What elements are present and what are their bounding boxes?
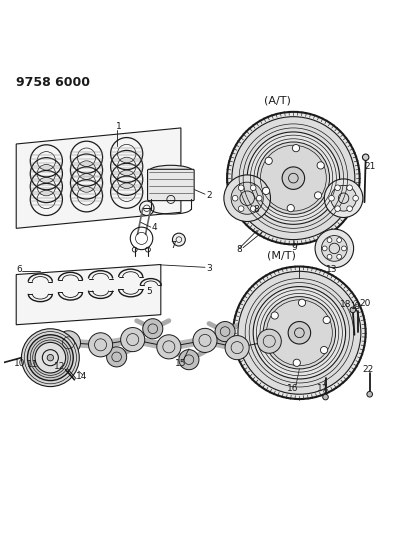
- Circle shape: [256, 196, 261, 201]
- Text: 22: 22: [361, 365, 372, 374]
- Circle shape: [225, 336, 249, 360]
- Circle shape: [366, 391, 372, 397]
- Circle shape: [262, 187, 269, 195]
- Text: 18: 18: [339, 300, 351, 309]
- Text: 16: 16: [286, 384, 298, 393]
- Text: 11: 11: [27, 360, 39, 369]
- Text: 4: 4: [151, 223, 157, 232]
- Polygon shape: [16, 128, 180, 228]
- Circle shape: [292, 359, 300, 366]
- Circle shape: [321, 246, 326, 251]
- Text: 12: 12: [54, 362, 65, 372]
- Text: 21: 21: [363, 161, 375, 171]
- Circle shape: [349, 307, 355, 313]
- Circle shape: [321, 236, 346, 261]
- Circle shape: [35, 342, 65, 373]
- Circle shape: [231, 117, 354, 240]
- Text: 15: 15: [175, 359, 186, 368]
- Text: 13: 13: [325, 265, 337, 274]
- Text: 19: 19: [350, 302, 359, 311]
- Circle shape: [238, 206, 243, 212]
- Circle shape: [346, 185, 352, 191]
- Circle shape: [281, 167, 304, 189]
- Circle shape: [47, 354, 54, 361]
- Circle shape: [250, 185, 255, 191]
- Circle shape: [238, 185, 243, 191]
- Ellipse shape: [148, 165, 193, 177]
- Circle shape: [298, 299, 305, 306]
- Text: 10: 10: [13, 359, 25, 368]
- Circle shape: [286, 205, 294, 212]
- Text: 8: 8: [253, 205, 258, 214]
- Circle shape: [232, 196, 237, 201]
- Circle shape: [256, 142, 329, 214]
- Circle shape: [328, 196, 333, 201]
- Circle shape: [227, 112, 359, 245]
- Circle shape: [142, 319, 162, 339]
- Text: (A/T): (A/T): [263, 95, 290, 106]
- Circle shape: [172, 233, 185, 246]
- Circle shape: [346, 206, 352, 212]
- Circle shape: [223, 175, 270, 222]
- Circle shape: [178, 350, 198, 370]
- Circle shape: [326, 238, 331, 243]
- Text: 7: 7: [170, 241, 175, 250]
- Circle shape: [316, 162, 324, 169]
- Circle shape: [253, 287, 345, 379]
- Circle shape: [256, 329, 281, 353]
- Circle shape: [352, 196, 357, 201]
- Circle shape: [326, 254, 331, 259]
- Circle shape: [21, 329, 79, 386]
- Circle shape: [270, 312, 278, 319]
- Text: 14: 14: [75, 373, 87, 382]
- Text: 5: 5: [146, 287, 151, 296]
- Circle shape: [334, 185, 339, 191]
- Text: 2: 2: [206, 190, 211, 199]
- Circle shape: [268, 342, 275, 349]
- Circle shape: [322, 394, 328, 400]
- Circle shape: [324, 179, 362, 217]
- Circle shape: [233, 266, 365, 399]
- Text: 20: 20: [358, 299, 370, 308]
- Circle shape: [314, 192, 321, 199]
- Circle shape: [336, 254, 341, 259]
- FancyBboxPatch shape: [147, 169, 194, 200]
- Text: (M/T): (M/T): [266, 251, 295, 260]
- Circle shape: [27, 335, 73, 381]
- Circle shape: [88, 333, 112, 357]
- Circle shape: [322, 317, 330, 324]
- Circle shape: [156, 335, 180, 359]
- Circle shape: [341, 246, 346, 251]
- Circle shape: [336, 238, 341, 243]
- Circle shape: [320, 346, 327, 354]
- Circle shape: [314, 229, 353, 268]
- Text: 9758 6000: 9758 6000: [16, 76, 90, 88]
- Circle shape: [214, 321, 234, 342]
- Circle shape: [263, 297, 335, 369]
- Text: 9: 9: [291, 243, 297, 252]
- Circle shape: [237, 271, 360, 394]
- Circle shape: [265, 157, 272, 165]
- Circle shape: [193, 328, 216, 352]
- Circle shape: [288, 321, 310, 344]
- Text: 1: 1: [115, 122, 121, 131]
- Circle shape: [247, 132, 339, 224]
- Circle shape: [120, 328, 144, 352]
- Circle shape: [334, 206, 339, 212]
- Text: 3: 3: [206, 264, 211, 272]
- Circle shape: [250, 206, 255, 212]
- Circle shape: [362, 154, 368, 160]
- Circle shape: [231, 182, 263, 214]
- Circle shape: [0, 360, 3, 367]
- Circle shape: [292, 144, 299, 152]
- Text: 8: 8: [236, 245, 242, 254]
- Circle shape: [330, 185, 355, 211]
- Circle shape: [56, 331, 80, 355]
- Polygon shape: [16, 264, 160, 325]
- Circle shape: [106, 347, 126, 367]
- Text: 17: 17: [316, 384, 327, 393]
- Text: 6: 6: [16, 265, 22, 274]
